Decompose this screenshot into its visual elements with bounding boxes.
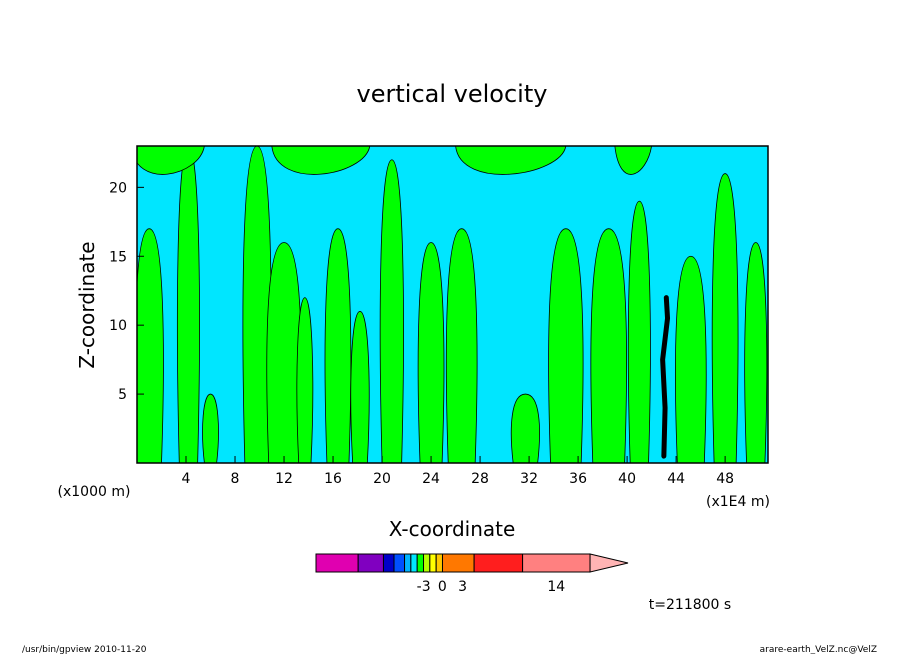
colorbar-segment bbox=[522, 553, 591, 573]
colorbar-segment bbox=[416, 553, 425, 573]
y-tick-label: 10 bbox=[109, 318, 127, 334]
updraft-column bbox=[324, 228, 352, 463]
plot-area bbox=[136, 145, 769, 464]
colorbar-segment bbox=[435, 553, 443, 573]
updraft-column bbox=[590, 228, 627, 463]
strong-updraft-core bbox=[660, 295, 671, 459]
x-tick-label: 24 bbox=[422, 471, 440, 487]
x-tick-label: 36 bbox=[569, 471, 587, 487]
updraft-top-band bbox=[455, 146, 567, 175]
updraft-column bbox=[711, 173, 739, 463]
colorbar-label: -3 bbox=[417, 579, 431, 595]
updraft-column bbox=[675, 255, 707, 463]
colorbar-arrow bbox=[589, 553, 629, 573]
colorbar-segment bbox=[429, 553, 437, 573]
updraft-column bbox=[744, 242, 768, 463]
updraft-column bbox=[548, 228, 584, 463]
x-tick-label: 32 bbox=[520, 471, 538, 487]
y-tick-label: 5 bbox=[118, 387, 127, 403]
colorbar-segment bbox=[423, 553, 431, 573]
colorbar: -3 0 3 14 bbox=[315, 553, 629, 595]
x-tick-label: 16 bbox=[324, 471, 342, 487]
updraft-column bbox=[417, 242, 445, 463]
colorbar-label: 14 bbox=[547, 579, 565, 595]
colorbar-segment bbox=[473, 553, 524, 573]
x-axis-label: X-coordinate bbox=[389, 517, 516, 541]
updraft-top-band bbox=[137, 146, 205, 175]
x-tick-label: 44 bbox=[667, 471, 685, 487]
footer-left: /usr/bin/gpview 2010-11-20 bbox=[22, 645, 147, 654]
y-tick-label: 15 bbox=[109, 249, 127, 265]
time-label: t=211800 s bbox=[649, 597, 731, 613]
plot-frame bbox=[136, 145, 769, 464]
x-tick-label: 12 bbox=[275, 471, 293, 487]
x-axis-ticks: 4 8 12 16 20 24 28 32 36 40 44 48 bbox=[182, 456, 734, 487]
updraft-column bbox=[445, 228, 478, 463]
colorbar-segment bbox=[393, 553, 406, 573]
updraft-column bbox=[266, 242, 302, 463]
x-tick-label: 40 bbox=[618, 471, 636, 487]
colorbar-label: 3 bbox=[458, 579, 467, 595]
updraft-column bbox=[137, 228, 164, 463]
x-tick-label: 20 bbox=[373, 471, 391, 487]
updraft-column bbox=[627, 200, 651, 463]
colorbar-segment bbox=[410, 553, 418, 573]
strong-updraft bbox=[660, 295, 671, 459]
y-axis-label: Z-coordinate bbox=[75, 241, 99, 368]
colorbar-segment bbox=[382, 553, 395, 573]
updraft-column bbox=[350, 310, 370, 463]
x-tick-label: 8 bbox=[231, 471, 240, 487]
chart-title: vertical velocity bbox=[357, 80, 548, 108]
x-tick-label: 4 bbox=[182, 471, 191, 487]
y-tick-label: 20 bbox=[109, 180, 127, 196]
x-unit-label: (x1000 m) bbox=[58, 484, 131, 500]
updraft-column bbox=[379, 159, 404, 463]
updraft-column bbox=[296, 297, 314, 463]
updraft-regions bbox=[137, 146, 768, 463]
y-axis-ticks: 5 10 15 20 bbox=[109, 180, 144, 403]
colorbar-segment bbox=[404, 553, 412, 573]
colorbar-segment bbox=[357, 553, 384, 573]
updraft-top-band bbox=[614, 146, 653, 175]
updraft-column bbox=[510, 393, 540, 463]
updraft-column bbox=[202, 393, 219, 463]
x-scale-label: (x1E4 m) bbox=[706, 494, 770, 510]
colorbar-label: 0 bbox=[438, 579, 447, 595]
updraft-column bbox=[177, 146, 200, 463]
footer-right: arare-earth_VelZ.nc@VelZ bbox=[760, 645, 877, 654]
colorbar-segment bbox=[441, 553, 475, 573]
x-tick-label: 48 bbox=[716, 471, 734, 487]
x-tick-label: 28 bbox=[471, 471, 489, 487]
colorbar-segment bbox=[315, 553, 359, 573]
updraft-top-band bbox=[271, 146, 371, 175]
